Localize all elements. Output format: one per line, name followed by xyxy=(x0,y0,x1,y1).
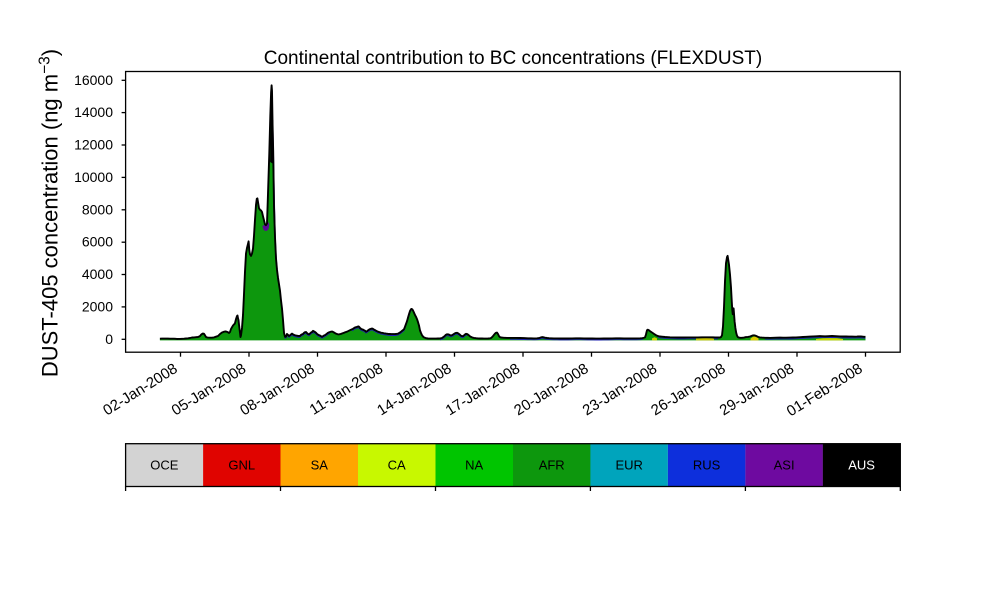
svg-text:AFR: AFR xyxy=(539,457,565,472)
svg-text:RUS: RUS xyxy=(693,457,721,472)
svg-text:GNL: GNL xyxy=(228,457,255,472)
svg-text:NA: NA xyxy=(465,457,483,472)
svg-text:DUST-405 concentration (ng m−3: DUST-405 concentration (ng m−3) xyxy=(37,49,63,377)
svg-text:Continental contribution to BC: Continental contribution to BC concentra… xyxy=(264,48,762,69)
svg-text:2000: 2000 xyxy=(82,298,113,314)
svg-text:AUS: AUS xyxy=(848,457,875,472)
svg-text:SA: SA xyxy=(311,457,329,472)
svg-text:10000: 10000 xyxy=(74,169,113,185)
svg-text:0: 0 xyxy=(105,331,113,347)
svg-text:16000: 16000 xyxy=(74,72,113,88)
svg-text:6000: 6000 xyxy=(82,234,113,250)
svg-text:EUR: EUR xyxy=(615,457,642,472)
svg-text:CA: CA xyxy=(388,457,406,472)
svg-text:OCE: OCE xyxy=(150,457,179,472)
svg-text:8000: 8000 xyxy=(82,201,113,217)
svg-text:ASI: ASI xyxy=(774,457,795,472)
svg-text:12000: 12000 xyxy=(74,137,113,153)
svg-text:4000: 4000 xyxy=(82,266,113,282)
svg-text:14000: 14000 xyxy=(74,104,113,120)
